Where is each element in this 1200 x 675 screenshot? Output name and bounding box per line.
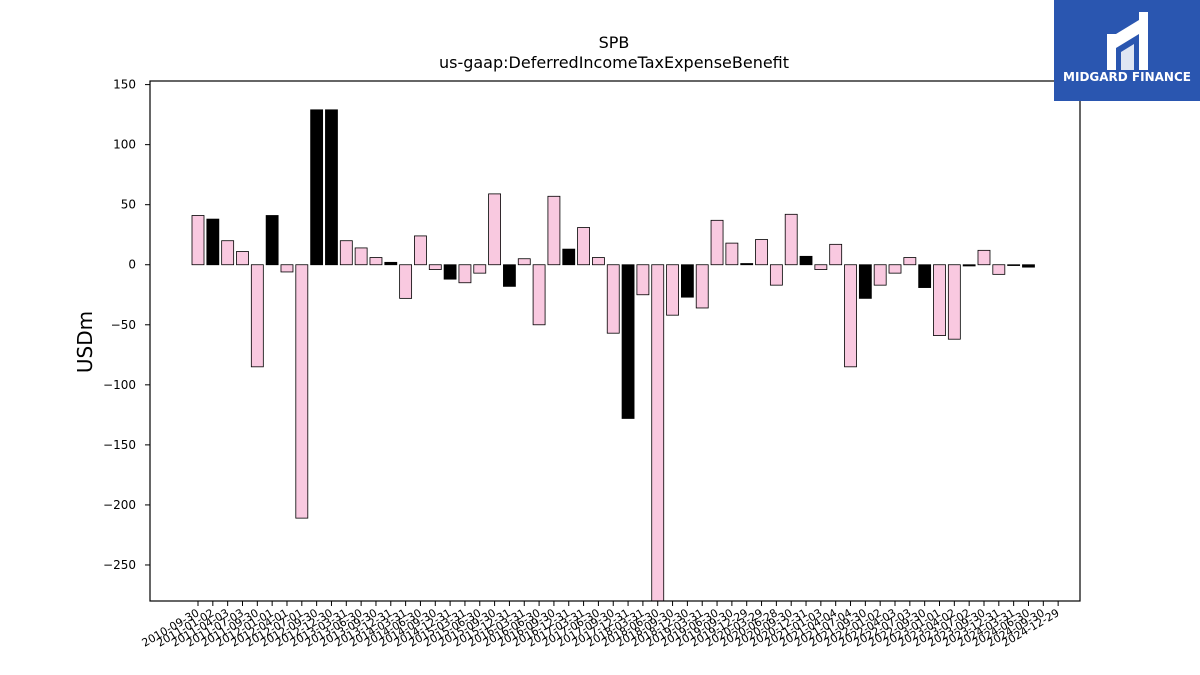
bar-2021-01-03: [814, 264, 828, 270]
bar-2018-03-31: [636, 264, 650, 296]
bar-2012-07-01: [295, 264, 309, 519]
plot-area: 150100500−50−100−150−200−2502010-09-3020…: [103, 78, 1081, 650]
bar-2012-12-30: [325, 109, 338, 266]
bar-2015-09-30: [488, 193, 502, 266]
bar-2013-12-31: [384, 261, 398, 266]
bar-2016-12-31: [562, 248, 576, 266]
logo-text: MIDGARD FINANCE: [1063, 70, 1191, 84]
bar-2017-12-31: [621, 264, 635, 419]
bar-2024-06-30: [1022, 264, 1035, 268]
bar-2016-03-31: [517, 258, 531, 266]
bar-2019-12-29: [740, 263, 754, 266]
chart-subtitle: us-gaap:DeferredIncomeTaxExpenseBenefit: [439, 53, 789, 72]
bar-2022-09-30: [918, 264, 932, 288]
bar-2020-06-28: [769, 264, 783, 286]
bar-2021-09-30: [858, 264, 872, 299]
midgard-finance-logo: MIDGARD FINANCE: [1054, 0, 1200, 101]
bar-2018-09-30: [666, 264, 679, 316]
bar-2014-12-31: [443, 264, 457, 280]
bar-2022-07-03: [903, 257, 917, 266]
bar-2022-04-03: [888, 264, 902, 274]
bar-2012-09-30: [310, 109, 324, 266]
y-tick-label: 50: [121, 198, 136, 212]
bar-2012-01-01: [265, 215, 279, 266]
bar-2013-09-30: [369, 257, 383, 266]
logo-mark-icon: [1107, 12, 1148, 70]
y-tick-label: −250: [103, 558, 136, 572]
bar-2016-09-30: [547, 195, 561, 266]
bar-2023-09-30: [977, 249, 991, 266]
y-tick-label: −150: [103, 438, 136, 452]
bar-2014-06-30: [414, 235, 427, 266]
bar-2014-03-31: [399, 264, 413, 299]
y-tick-label: 100: [113, 138, 136, 152]
bar-2023-04-02: [947, 264, 961, 340]
bar-2015-03-31: [458, 264, 472, 284]
bar-2022-01-02: [873, 264, 887, 286]
bar-2020-09-30: [784, 213, 798, 266]
bar-2011-04-03: [221, 240, 235, 266]
plot-frame: [149, 80, 1081, 602]
y-tick-label: 150: [113, 78, 136, 92]
bar-2017-09-30: [606, 264, 620, 334]
bar-2018-12-30: [680, 264, 694, 298]
y-tick-label: −50: [111, 318, 136, 332]
chart-title: SPB: [599, 33, 630, 52]
y-tick-label: −200: [103, 498, 136, 512]
bar-2017-03-31: [577, 227, 590, 266]
y-axis-label: USDm: [73, 311, 97, 373]
bar-2010-09-30: [191, 215, 205, 266]
bar-2016-06-30: [532, 264, 546, 326]
bar-2024-03-31: [1007, 264, 1021, 266]
y-tick-label: 0: [128, 258, 136, 272]
bar-2021-04-04: [829, 243, 843, 266]
bar-2019-09-30: [725, 242, 739, 266]
bar-2013-03-31: [339, 240, 353, 266]
bar-2011-09-30: [250, 264, 264, 368]
bar-2015-06-30: [473, 264, 487, 274]
bar-2019-06-30: [710, 219, 724, 266]
bar-2014-09-30: [428, 264, 442, 270]
bar-2011-01-02: [206, 218, 220, 266]
bar-2017-06-30: [592, 257, 605, 266]
y-tick-label: −100: [103, 378, 136, 392]
bar-2011-07-03: [236, 251, 249, 266]
bar-2013-06-30: [354, 247, 368, 266]
bar-2018-06-30: [651, 264, 665, 602]
bar-2012-04-01: [280, 264, 294, 273]
bar-2021-07-04: [844, 264, 857, 368]
bar-2019-03-31: [695, 264, 709, 309]
bar-2023-01-01: [933, 264, 946, 336]
bar-2020-03-29: [755, 239, 768, 266]
bar-2023-12-31: [992, 264, 1006, 275]
bar-2015-12-31: [503, 264, 516, 287]
bar-2023-07-02: [962, 264, 976, 267]
bar-2020-12-31: [799, 255, 813, 266]
